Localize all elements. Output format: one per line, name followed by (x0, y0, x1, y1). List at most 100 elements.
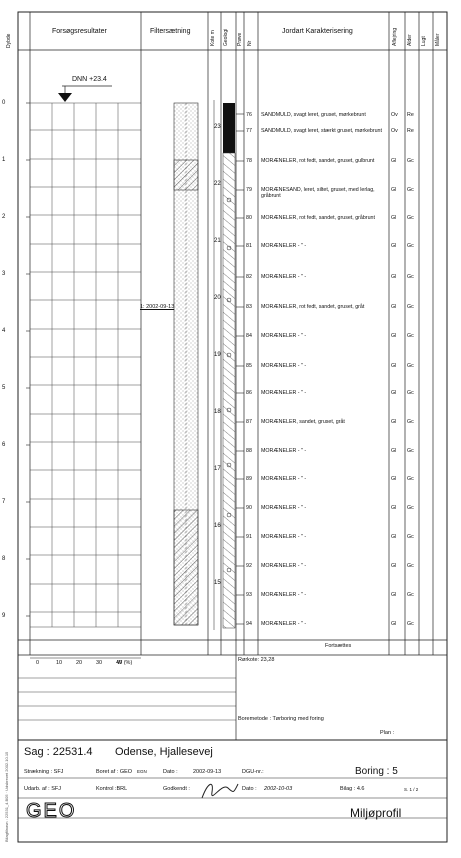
header-aflejring: Aflejring (392, 27, 398, 46)
soil-text: MORÆNELER - " - (261, 621, 307, 627)
elevation-tick: 19 (214, 352, 221, 358)
w-tick: 30 (96, 660, 103, 666)
soil-row: 88 MORÆNELER - " - (246, 448, 386, 454)
depth-tick: 8 (2, 556, 6, 562)
alder-code: Gc (407, 187, 414, 193)
alder-code: Gc (407, 419, 414, 425)
aflejring-code: Gl (391, 390, 397, 396)
aflejring-code: Gl (391, 363, 397, 369)
soil-row: 78 MORÆNELER, rot fedt, sandet, gruset, g… (246, 158, 386, 164)
soil-text: SANDMULD, svagt leret, stærkt gruset, mø… (261, 128, 382, 134)
soil-text: MORÆNELER - " - (261, 563, 307, 569)
elevation-tick: 18 (214, 409, 221, 415)
sample-number: 78 (246, 158, 252, 164)
filter-date-label: 1: 2002-09-13 (140, 304, 175, 310)
soil-row: 83 MORÆNELER, rot fedt, sandet, gruset, g… (246, 304, 386, 310)
header-geologi: Geologi (223, 28, 229, 46)
soil-row: 84 MORÆNELER - " - (246, 333, 386, 339)
soil-row: 76 SANDMULD, svagt leret, gruset, mørkebr… (246, 112, 386, 118)
depth-tick: 4 (2, 328, 6, 334)
aflejring-code: Gl (391, 187, 397, 193)
header-filtersaetning: Filtersætning (150, 28, 191, 35)
soil-text: MORÆNELER - " - (261, 505, 307, 511)
fortsaettes-label: Fortsættes (325, 643, 352, 649)
sample-number: 89 (246, 476, 252, 482)
soil-text: MORÆNESAND, leret, siltet, gruset, med l… (261, 187, 375, 199)
boret-af-label: Boret af : GEO (96, 769, 133, 775)
page-number: S. 1 / 2 (404, 787, 419, 792)
sample-number: 84 (246, 333, 252, 339)
dato-label: Dato : (163, 769, 178, 775)
alder-code: Gc (407, 390, 414, 396)
roerkote: Rørkote: 23,28 (238, 657, 275, 663)
soil-row: 94 MORÆNELER - " - (246, 621, 386, 627)
w-axis-label: W (%) (117, 660, 133, 666)
soil-text: MORÆNELER - " - (261, 448, 307, 454)
boring-label: Boring : 5 (355, 766, 398, 777)
alder-code: Gc (407, 505, 414, 511)
depth-tick: 9 (2, 613, 6, 619)
aflejring-code: Ov (391, 112, 398, 118)
header-lugt: Lugt (421, 36, 427, 46)
soil-row: 77 SANDMULD, svagt leret, stærkt gruset, … (246, 128, 386, 134)
aflejring-code: Gl (391, 563, 397, 569)
soil-text: MORÆNELER - " - (261, 476, 307, 482)
elevation-tick: 22 (214, 181, 221, 187)
sample-number: 82 (246, 274, 252, 280)
soil-text: MORÆNELER - " - (261, 243, 307, 249)
depth-tick: 3 (2, 271, 6, 277)
w-tick: 20 (76, 660, 83, 666)
alder-code: Gc (407, 621, 414, 627)
soil-row: 93 MORÆNELER - " - (246, 592, 386, 598)
soil-row: 85 MORÆNELER - " - (246, 363, 386, 369)
sample-number: 93 (246, 592, 252, 598)
alder-code: Gc (407, 215, 414, 221)
sample-number: 76 (246, 112, 252, 118)
elevation-tick: 20 (214, 295, 221, 301)
aflejring-code: Gl (391, 215, 397, 221)
soil-row: 79 MORÆNESAND, leret, siltet, gruset, med… (246, 187, 386, 199)
soil-text: MORÆNELER - " - (261, 390, 307, 396)
alder-code: Gc (407, 563, 414, 569)
aflejring-code: Gl (391, 476, 397, 482)
aflejring-code: Ov (391, 128, 398, 134)
elevation-tick: 17 (214, 466, 221, 472)
aflejring-code: Gl (391, 621, 397, 627)
soil-row: 81 MORÆNELER - " - (246, 243, 386, 249)
aflejring-code: Gl (391, 304, 397, 310)
alder-code: Re (407, 128, 414, 134)
geo-logo: GEO (25, 800, 77, 823)
soil-row: 90 MORÆNELER - " - (246, 505, 386, 511)
sample-number: 92 (246, 563, 252, 569)
aflejring-code: Gl (391, 448, 397, 454)
alder-code: Re (407, 112, 414, 118)
soil-text: MORÆNELER, sandet, gruset, gråt (261, 419, 345, 425)
egn-label: EGN (137, 769, 147, 774)
header-jordart: Jordart Karakterisering (282, 28, 353, 35)
depth-tick: 5 (2, 385, 6, 391)
sample-number: 83 (246, 304, 252, 310)
sample-number: 94 (246, 621, 252, 627)
alder-code: Gc (407, 592, 414, 598)
alder-code: Gc (407, 158, 414, 164)
dnn-label: DNN +23.4 (72, 76, 107, 83)
alder-code: Gc (407, 476, 414, 482)
dato2-value: 2002-10-03 (264, 786, 293, 792)
soil-text: MORÆNELER - " - (261, 534, 307, 540)
header-kote: Kote m (210, 30, 216, 46)
alder-code: Gc (407, 534, 414, 540)
soil-row: 91 MORÆNELER - " - (246, 534, 386, 540)
aflejring-code: Gl (391, 158, 397, 164)
aflejring-code: Gl (391, 243, 397, 249)
soil-text: SANDMULD, svagt leret, gruset, mørkebrun… (261, 112, 366, 118)
sample-number: 86 (246, 390, 252, 396)
soil-text: MORÆNELER, rot fedt, sandet, gruset, grå… (261, 215, 375, 221)
w-tick: 10 (56, 660, 63, 666)
godkendt-label: Godkendt : (163, 786, 190, 792)
soil-row: 87 MORÆNELER, sandet, gruset, gråt (246, 419, 386, 425)
sag-label: Sag : 22531.4 (24, 746, 93, 758)
soil-text: MORÆNELER - " - (261, 363, 307, 369)
aflejring-code: Gl (391, 505, 397, 511)
soil-text: MORÆNELER, rot fedt, sandet, gruset, gul… (261, 158, 375, 164)
